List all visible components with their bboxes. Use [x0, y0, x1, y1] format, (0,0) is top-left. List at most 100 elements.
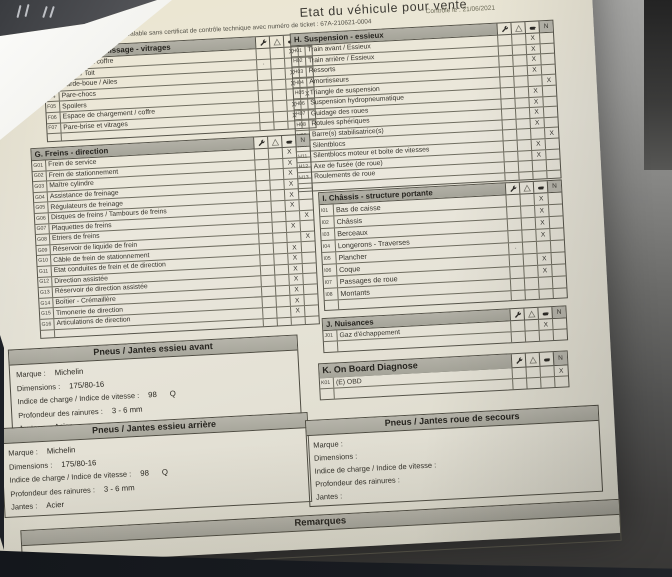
mark-n: X	[553, 365, 568, 377]
row-code: G06	[34, 213, 50, 224]
mark-n: X	[544, 127, 559, 139]
mark-hand: X	[529, 118, 544, 129]
mark-wrench	[500, 98, 515, 109]
mark-n	[544, 138, 560, 149]
mark-n	[302, 273, 317, 284]
paper-sheet: Etat du véhicule pour vente Station n° 6…	[0, 0, 620, 566]
row-code: G03	[33, 181, 48, 192]
tyre-field-label: Dimensions :	[16, 381, 61, 393]
row-code: F07	[47, 123, 62, 134]
wrench-icon	[504, 182, 520, 195]
mark-triangle	[269, 190, 285, 201]
mark-hand: X	[531, 149, 546, 161]
table-body: G01 Frein de service X G02 Frein de stat…	[32, 146, 319, 330]
tyre-field-value: 98 Q	[140, 467, 169, 479]
mark-n	[300, 241, 316, 253]
mark-hand: X	[525, 33, 540, 44]
mark-n	[296, 167, 312, 179]
mark-wrench	[499, 77, 514, 88]
mark-hand: X	[526, 65, 542, 76]
mark-triangle	[512, 65, 528, 77]
mark-triangle	[511, 34, 526, 45]
wrench-icon	[496, 22, 511, 35]
mark-wrench	[511, 367, 527, 379]
mark-n	[548, 216, 564, 229]
mark-wrench	[502, 140, 518, 151]
tyre-field-label: Marque :	[313, 439, 344, 450]
mark-hand	[530, 128, 545, 139]
table-header: I. Châssis - structure portante N	[319, 180, 562, 206]
mark-n	[303, 305, 319, 316]
table-header: K. On Board Diagnose N	[319, 351, 568, 379]
mark-triangle	[269, 47, 284, 59]
mark-triangle	[521, 229, 536, 242]
row-code: H07	[294, 109, 310, 120]
handwriting-mark	[16, 4, 22, 19]
mark-n	[296, 157, 311, 168]
mark-hand	[537, 277, 553, 289]
n-column-label: N	[546, 180, 562, 193]
mark-wrench	[497, 45, 513, 56]
mark-hand	[531, 160, 547, 171]
mark-wrench	[503, 161, 519, 173]
mark-triangle	[516, 129, 531, 140]
mark-triangle	[270, 68, 286, 80]
tyre-box-spare-wheel: Pneus / Jantes roue de secours Marque : …	[304, 404, 604, 508]
row-code: G08	[35, 234, 51, 245]
mark-wrench	[256, 201, 271, 212]
mark-hand: X	[527, 86, 543, 97]
triangle-icon	[518, 181, 534, 194]
mark-wrench	[258, 243, 274, 255]
row-code: H02	[291, 56, 307, 67]
row-code: G13	[38, 287, 54, 298]
mark-wrench	[506, 218, 522, 231]
mark-triangle	[524, 319, 539, 331]
row-code: H08	[295, 119, 310, 131]
row-code: I07	[323, 276, 339, 289]
mark-n: X	[300, 231, 315, 242]
checklist-table-i-chassis: I. Châssis - structure portante N I01 Ba…	[318, 179, 568, 312]
mark-wrench	[258, 112, 274, 123]
row-code: I05	[322, 252, 337, 265]
handwriting-mark	[49, 5, 55, 19]
mark-wrench	[501, 119, 516, 130]
n-column-label: N	[538, 20, 553, 33]
mark-n	[295, 146, 311, 157]
tyre-field-label: Marque :	[15, 368, 46, 380]
mark-hand: X	[286, 242, 302, 253]
mark-wrench	[257, 80, 272, 91]
mark-triangle	[520, 205, 535, 218]
mark-hand: X	[287, 263, 303, 274]
table-body: H01 Train avant / Essieux X H02 Train ar…	[291, 32, 561, 183]
mark-triangle	[523, 277, 539, 290]
mark-triangle	[272, 243, 288, 254]
handwriting-mark	[42, 5, 48, 19]
mark-triangle	[512, 55, 527, 66]
mark-triangle	[273, 264, 289, 275]
tyre-box-fields: Marque : Dimensions : Indice de charge /…	[307, 421, 602, 506]
mark-triangle	[272, 232, 287, 243]
row-code: H01	[291, 45, 306, 56]
mark-triangle	[271, 222, 287, 233]
mark-hand: X	[536, 253, 552, 265]
row-code: G11	[37, 266, 53, 277]
mark-hand	[527, 75, 542, 87]
mark-n	[301, 252, 316, 263]
mark-hand: X	[534, 205, 549, 217]
mark-n	[551, 264, 566, 277]
mark-triangle	[521, 241, 537, 254]
tyre-field-value: Michelin	[54, 366, 84, 378]
mark-wrench	[499, 87, 515, 99]
mark-wrench	[502, 130, 517, 141]
checklist-table-g-freins: G. Freins - direction N G01 Frein de ser…	[30, 133, 320, 339]
mark-triangle	[520, 217, 536, 230]
mark-n	[543, 117, 558, 128]
mark-hand: X	[538, 319, 553, 330]
n-column-label: N	[295, 134, 310, 147]
mark-wrench	[498, 56, 513, 67]
triangle-icon	[510, 22, 525, 34]
mark-triangle	[516, 139, 532, 151]
mark-wrench	[510, 320, 525, 332]
mark-n	[297, 188, 313, 200]
